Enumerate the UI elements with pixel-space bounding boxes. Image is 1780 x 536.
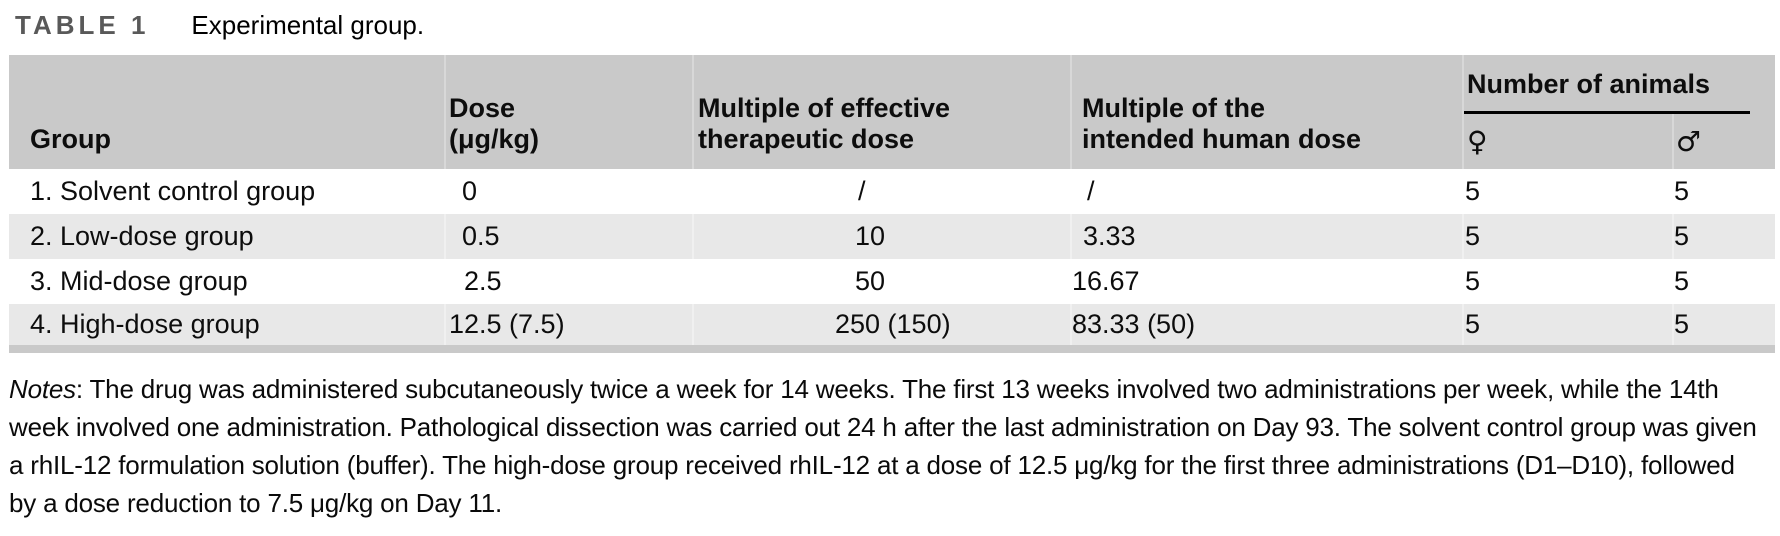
- number-of-animals-label: Number of animals: [1467, 69, 1711, 99]
- table-notes: Notes: The drug was administered subcuta…: [9, 370, 1767, 522]
- male-icon: ♂: [1676, 124, 1702, 158]
- column-header-multiple-human-line2: intended human dose: [1082, 124, 1362, 154]
- column-header-group: Group: [9, 55, 445, 169]
- experimental-group-table: Group Dose (μg/kg) Multiple of effective…: [9, 55, 1775, 353]
- cell-male-count: 5: [1672, 304, 1775, 349]
- cell-multiple-human: 83.33 (50): [1070, 304, 1463, 349]
- table-caption: TABLE 1 Experimental group.: [15, 8, 1780, 42]
- cell-dose: 2.5: [444, 259, 693, 304]
- cell-female-count: 5: [1462, 169, 1673, 214]
- column-header-female: ♀: [1462, 114, 1673, 169]
- cell-dose: 0.5: [444, 214, 693, 259]
- cell-multiple-human: /: [1070, 169, 1463, 214]
- notes-text: : The drug was administered subcutaneous…: [9, 374, 1757, 518]
- column-header-multiple-effective-line2: therapeutic dose: [698, 124, 915, 154]
- cell-multiple-effective: 50: [692, 259, 1071, 304]
- cell-male-count: 5: [1672, 169, 1775, 214]
- table-row: 1. Solvent control group 0 / / 5 5: [9, 169, 1775, 214]
- cell-male-count: 5: [1672, 214, 1775, 259]
- table-row: 3. Mid-dose group 2.5 50 16.67 5 5: [9, 259, 1775, 304]
- column-header-group-label: Group: [30, 124, 111, 154]
- cell-female-count: 5: [1462, 304, 1673, 349]
- column-header-multiple-effective-line1: Multiple of effective: [698, 93, 951, 123]
- column-header-dose-line1: Dose: [449, 93, 516, 123]
- cell-multiple-effective: /: [692, 169, 1071, 214]
- notes-label: Notes: [9, 374, 76, 404]
- column-header-multiple-effective: Multiple of effective therapeutic dose: [692, 55, 1071, 169]
- cell-dose: 0: [444, 169, 693, 214]
- female-icon: ♀: [1467, 124, 1488, 158]
- table-caption-text: Experimental group.: [191, 10, 425, 40]
- column-header-dose-line2: (μg/kg): [449, 124, 540, 154]
- column-header-multiple-human: Multiple of the intended human dose: [1070, 55, 1463, 169]
- cell-group: 3. Mid-dose group: [30, 266, 248, 296]
- cell-multiple-effective: 10: [692, 214, 1071, 259]
- cell-female-count: 5: [1462, 259, 1673, 304]
- column-header-dose: Dose (μg/kg): [444, 55, 693, 169]
- table-row: 2. Low-dose group 0.5 10 3.33 5 5: [9, 214, 1775, 259]
- column-header-number-of-animals: Number of animals: [1462, 55, 1775, 114]
- cell-group: 4. High-dose group: [9, 304, 445, 349]
- cell-multiple-effective: 250 (150): [692, 304, 1071, 349]
- cell-multiple-human: 16.67: [1070, 259, 1463, 304]
- cell-group: 2. Low-dose group: [9, 214, 445, 259]
- table-label: TABLE 1: [15, 10, 150, 40]
- cell-multiple-human: 3.33: [1070, 214, 1463, 259]
- number-of-animals-underline: Number of animals: [1464, 69, 1750, 114]
- cell-female-count: 5: [1462, 214, 1673, 259]
- column-header-multiple-human-line1: Multiple of the: [1082, 93, 1265, 123]
- cell-male-count: 5: [1672, 259, 1775, 304]
- table-row: 4. High-dose group 12.5 (7.5) 250 (150) …: [9, 304, 1775, 349]
- column-header-male: ♂: [1672, 114, 1775, 169]
- cell-group: 1. Solvent control group: [30, 176, 316, 206]
- cell-dose: 12.5 (7.5): [444, 304, 693, 349]
